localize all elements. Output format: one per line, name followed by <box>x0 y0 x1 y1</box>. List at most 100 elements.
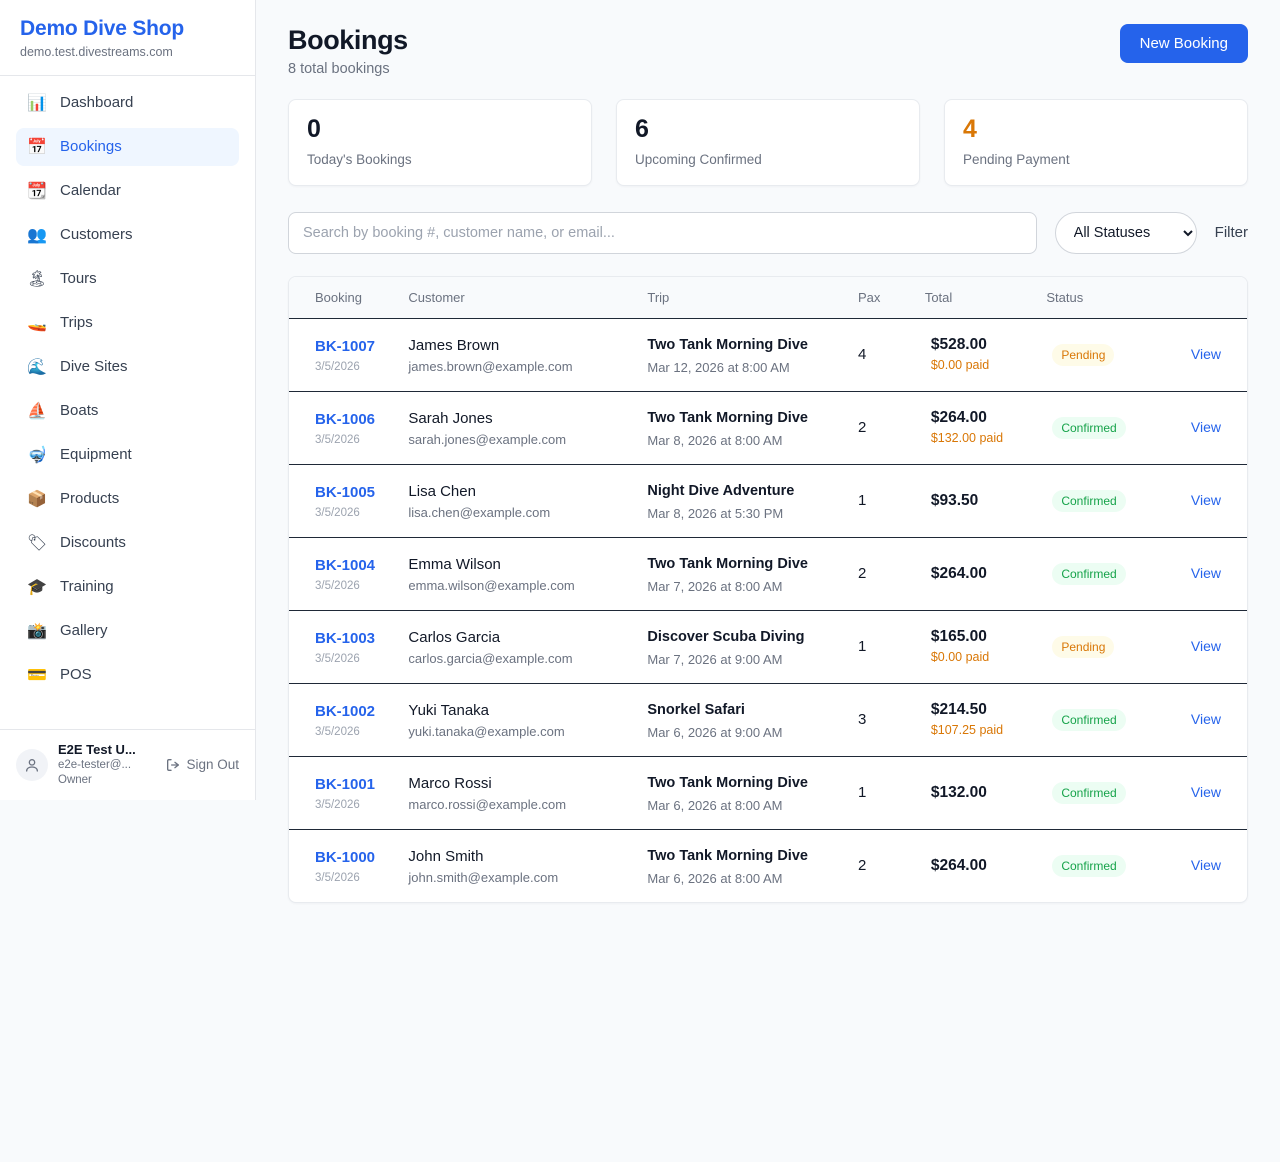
cell-status: Confirmed <box>1038 683 1155 756</box>
table-row[interactable]: BK-1001 3/5/2026 Marco Rossi marco.rossi@ex… <box>289 756 1247 830</box>
sidebar-item-products[interactable]: 📦 Products <box>16 480 239 518</box>
table-header-row: Booking Customer Trip Pax Total Status <box>289 276 1247 319</box>
status-badge: Confirmed <box>1052 781 1126 805</box>
trip-datetime: Mar 7, 2026 at 9:00 AM <box>647 651 783 667</box>
booking-number-link[interactable]: BK-1003 <box>315 630 376 648</box>
filter-button[interactable]: Filter <box>1214 224 1248 242</box>
boat-icon: 🚤 <box>27 312 47 332</box>
sidebar-item-tours[interactable]: 🏝 Tours <box>16 260 239 298</box>
sidebar-item-customers[interactable]: 👥 Customers <box>16 216 239 254</box>
sidebar-item-calendar[interactable]: 📆 Calendar <box>16 172 239 210</box>
total-amount: $528.00 <box>930 336 987 354</box>
bookings-table: Booking Customer Trip Pax Total Status B… <box>289 276 1247 902</box>
user-meta: E2E Test U... e2e-tester@... Owner <box>58 742 155 788</box>
table-row[interactable]: BK-1004 3/5/2026 Emma Wilson emma.wilson@ex… <box>289 537 1247 611</box>
brand-name: Demo Dive Shop <box>20 17 185 40</box>
bar-chart-icon: 📊 <box>27 92 47 112</box>
sidebar-item-equipment[interactable]: 🤿 Equipment <box>16 436 239 474</box>
credit-card-icon: 💳 <box>27 664 47 684</box>
booking-created-date: 3/5/2026 <box>315 871 360 884</box>
sidebar-item-label: Trips <box>60 314 93 331</box>
view-link[interactable]: View <box>1190 857 1221 873</box>
sidebar-item-bookings[interactable]: 📅 Bookings <box>16 127 239 166</box>
table-body: BK-1007 3/5/2026 James Brown james.brown@ex… <box>289 318 1247 902</box>
table-row[interactable]: BK-1007 3/5/2026 James Brown james.brown@ex… <box>289 318 1247 392</box>
cell-status: Pending <box>1038 610 1155 683</box>
cell-booking: BK-1004 3/5/2026 <box>289 537 400 610</box>
cell-pax: 2 <box>850 537 917 610</box>
sidebar-item-dashboard[interactable]: 📊 Dashboard <box>16 84 239 122</box>
booking-created-date: 3/5/2026 <box>315 725 360 738</box>
cell-customer: Marco Rossi marco.rossi@example.com <box>400 756 639 829</box>
sidebar-item-pos[interactable]: 💳 POS <box>16 656 239 694</box>
sidebar-item-label: POS <box>60 666 92 683</box>
sidebar-item-label: Discounts <box>60 534 126 551</box>
stat-card-pending-payment: 4 Pending Payment <box>944 99 1248 186</box>
cell-customer: James Brown james.brown@example.com <box>400 318 639 391</box>
trip-name: Two Tank Morning Dive <box>647 409 808 426</box>
booking-number-link[interactable]: BK-1007 <box>315 338 376 356</box>
view-link[interactable]: View <box>1190 710 1221 727</box>
cell-total: $264.00 <box>917 537 1039 610</box>
sidebar-item-discounts[interactable]: 🏷 Discounts <box>16 524 239 562</box>
cell-booking: BK-1006 3/5/2026 <box>289 391 400 464</box>
cell-trip: Snorkel Safari Mar 6, 2026 at 9:00 AM <box>639 683 850 756</box>
table-row[interactable]: BK-1003 3/5/2026 Carlos Garcia carlos.garci… <box>289 610 1247 684</box>
pax-count: 4 <box>858 345 867 363</box>
table-row[interactable]: BK-1006 3/5/2026 Sarah Jones sarah.jones@ex… <box>289 391 1247 465</box>
view-link[interactable]: View <box>1190 345 1221 362</box>
total-amount: $165.00 <box>930 628 987 646</box>
booking-number-link[interactable]: BK-1002 <box>315 703 376 721</box>
status-badge: Confirmed <box>1052 416 1126 440</box>
booking-number-link[interactable]: BK-1004 <box>315 557 376 575</box>
sidebar-item-dive-sites[interactable]: 🌊 Dive Sites <box>16 348 239 386</box>
view-link[interactable]: View <box>1190 491 1221 508</box>
page-heading-block: Bookings 8 total bookings <box>288 24 408 77</box>
cell-status: Confirmed <box>1038 391 1155 464</box>
table-row[interactable]: BK-1005 3/5/2026 Lisa Chen lisa.chen@exampl… <box>289 464 1247 538</box>
column-header-trip: Trip <box>639 276 850 319</box>
booking-number-link[interactable]: BK-1000 <box>315 849 376 867</box>
column-header-status: Status <box>1038 276 1156 319</box>
cell-total: $264.00 <box>917 830 1039 903</box>
booking-number-link[interactable]: BK-1006 <box>315 411 376 429</box>
view-link[interactable]: View <box>1190 637 1221 654</box>
trip-datetime: Mar 8, 2026 at 5:30 PM <box>647 505 784 521</box>
view-link[interactable]: View <box>1190 418 1221 435</box>
new-booking-button[interactable]: New Booking <box>1119 24 1248 63</box>
status-badge: Confirmed <box>1052 489 1126 513</box>
wave-icon: 🌊 <box>27 356 47 376</box>
table-row[interactable]: BK-1000 3/5/2026 John Smith john.smith@exam… <box>289 830 1247 903</box>
status-badge: Confirmed <box>1052 854 1126 878</box>
cell-customer: Carlos Garcia carlos.garcia@example.com <box>400 610 639 683</box>
status-badge: Confirmed <box>1052 562 1126 586</box>
booking-number-link[interactable]: BK-1001 <box>315 776 376 794</box>
sidebar-item-label: Customers <box>60 226 133 243</box>
view-link[interactable]: View <box>1190 783 1221 800</box>
booking-number-link[interactable]: BK-1005 <box>315 484 376 502</box>
cell-trip: Two Tank Morning Dive Mar 7, 2026 at 8:00… <box>639 537 850 610</box>
customer-name: Yuki Tanaka <box>408 702 490 720</box>
sidebar-item-boats[interactable]: ⛵ Boats <box>16 392 239 430</box>
cell-actions: View <box>1156 318 1247 391</box>
pax-count: 3 <box>858 710 867 728</box>
sidebar-item-label: Gallery <box>60 622 108 639</box>
cell-customer: John Smith john.smith@example.com <box>400 830 639 903</box>
view-link[interactable]: View <box>1190 564 1221 581</box>
sidebar-item-gallery[interactable]: 📸 Gallery <box>16 612 239 650</box>
trip-name: Two Tank Morning Dive <box>647 336 808 353</box>
sidebar-item-label: Bookings <box>60 138 122 155</box>
cell-actions: View <box>1156 830 1247 903</box>
column-header-total: Total <box>916 276 1039 319</box>
search-input[interactable] <box>288 211 1037 254</box>
sign-out-button[interactable]: Sign Out <box>165 757 239 773</box>
table-row[interactable]: BK-1002 3/5/2026 Yuki Tanaka yuki.tanaka@ex… <box>289 683 1247 757</box>
customer-email: carlos.garcia@example.com <box>408 650 573 666</box>
status-filter-select[interactable]: All StatusesPendingConfirmedCancelledCom… <box>1054 211 1197 254</box>
cell-booking: BK-1003 3/5/2026 <box>289 610 400 683</box>
page-header: Bookings 8 total bookings New Booking <box>288 24 1248 77</box>
sidebar-item-trips[interactable]: 🚤 Trips <box>16 304 239 342</box>
cell-actions: View <box>1156 756 1247 829</box>
sidebar-item-training[interactable]: 🎓 Training <box>16 568 239 606</box>
